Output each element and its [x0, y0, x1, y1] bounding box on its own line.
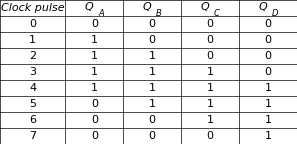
Text: 1: 1	[149, 83, 156, 93]
Text: 3: 3	[29, 67, 36, 77]
Text: 0: 0	[91, 19, 98, 29]
Text: 0: 0	[207, 19, 214, 29]
Text: 1: 1	[207, 99, 214, 109]
Text: D: D	[271, 9, 278, 18]
Text: 1: 1	[91, 51, 98, 61]
Text: 0: 0	[91, 99, 98, 109]
Text: 0: 0	[149, 19, 156, 29]
Text: 1: 1	[91, 35, 98, 45]
Text: 1: 1	[207, 83, 214, 93]
Text: 0: 0	[265, 67, 271, 77]
Text: Q: Q	[258, 2, 267, 12]
Text: Q: Q	[85, 2, 93, 12]
Text: 0: 0	[265, 19, 271, 29]
Text: 5: 5	[29, 99, 36, 109]
Text: 0: 0	[265, 51, 271, 61]
Text: 0: 0	[207, 131, 214, 141]
Text: 1: 1	[265, 131, 271, 141]
Text: 1: 1	[149, 67, 156, 77]
Text: 0: 0	[149, 115, 156, 125]
Text: 1: 1	[29, 35, 36, 45]
Text: 4: 4	[29, 83, 36, 93]
Text: 0: 0	[91, 115, 98, 125]
Text: 0: 0	[29, 19, 36, 29]
Text: 1: 1	[265, 83, 271, 93]
Text: 7: 7	[29, 131, 36, 141]
Text: 6: 6	[29, 115, 36, 125]
Text: 0: 0	[149, 35, 156, 45]
Text: 1: 1	[149, 99, 156, 109]
Text: 1: 1	[265, 99, 271, 109]
Text: 0: 0	[149, 131, 156, 141]
Text: 0: 0	[207, 51, 214, 61]
Text: A: A	[98, 9, 104, 18]
Text: 1: 1	[149, 51, 156, 61]
Text: Clock pulse: Clock pulse	[1, 3, 64, 13]
Text: 1: 1	[91, 83, 98, 93]
Text: C: C	[214, 9, 219, 18]
Text: 2: 2	[29, 51, 36, 61]
Text: B: B	[156, 9, 162, 18]
Text: 1: 1	[207, 67, 214, 77]
Text: 0: 0	[207, 35, 214, 45]
Text: Q: Q	[143, 2, 151, 12]
Text: 1: 1	[265, 115, 271, 125]
Text: 1: 1	[91, 67, 98, 77]
Text: 0: 0	[91, 131, 98, 141]
Text: 0: 0	[265, 35, 271, 45]
Text: Q: Q	[200, 2, 209, 12]
Text: 1: 1	[207, 115, 214, 125]
